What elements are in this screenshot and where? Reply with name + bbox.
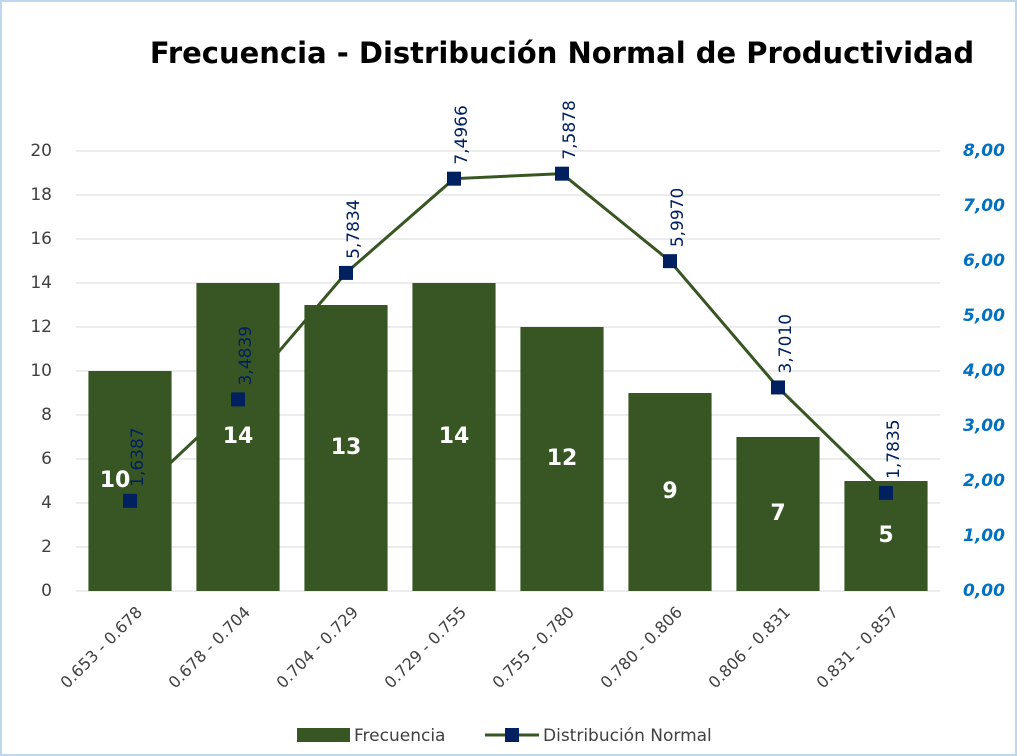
- line-marker: [771, 380, 785, 395]
- bar: [88, 371, 172, 591]
- y-tick-label: 8: [41, 405, 52, 425]
- y2-tick-label: 6,00: [963, 251, 1005, 271]
- bar-value-label: 7: [770, 501, 785, 526]
- line: [128, 172, 888, 502]
- bar: [628, 393, 712, 591]
- y-tick-label: 12: [30, 317, 52, 337]
- bar-value-label: 5: [878, 523, 893, 548]
- line-value-label: 1,7835: [884, 419, 904, 478]
- line-value-label: 7,4966: [452, 105, 472, 164]
- line-marker: [879, 485, 893, 500]
- bar-value-label: 13: [331, 435, 362, 460]
- y-tick-label: 6: [41, 449, 52, 469]
- y2-tick-label: 7,00: [963, 196, 1005, 216]
- legend-label: Frecuencia: [354, 726, 445, 746]
- line-value-label: 7,5878: [560, 100, 580, 159]
- y-tick-label: 4: [41, 493, 52, 513]
- bar: [736, 437, 820, 591]
- y-tick-label: 2: [41, 537, 52, 557]
- y2-tick-label: 8,00: [963, 141, 1005, 161]
- bar-value-label: 9: [662, 479, 677, 504]
- line-value-label: 3,4839: [236, 326, 256, 385]
- bar-value-label: 10: [100, 468, 131, 493]
- line-marker: [447, 171, 461, 186]
- y-tick-label: 0: [41, 581, 52, 601]
- y2-tick-label: 0,00: [963, 581, 1005, 601]
- line-marker: [231, 392, 245, 407]
- y2-tick-label: 3,00: [963, 416, 1005, 436]
- bar-value-label: 12: [547, 446, 578, 471]
- y-tick-label: 14: [30, 273, 52, 293]
- legend-label: Distribución Normal: [543, 726, 712, 746]
- bar: [412, 283, 496, 591]
- bar: [520, 327, 604, 591]
- y-tick-label: 18: [30, 185, 52, 205]
- line-value-label: 5,9970: [668, 188, 688, 247]
- bar: [304, 305, 388, 591]
- line-marker: [123, 493, 137, 508]
- y2-tick-label: 2,00: [963, 471, 1005, 491]
- legend-marker: [505, 728, 519, 742]
- legend-swatch: [297, 728, 350, 742]
- y-tick-label: 20: [30, 141, 52, 161]
- y-tick-label: 10: [30, 361, 52, 381]
- bar: [196, 283, 280, 591]
- line-marker: [339, 265, 353, 280]
- chart-title: Frecuencia - Distribución Normal de Prod…: [150, 36, 974, 70]
- line-marker: [555, 166, 569, 181]
- line-value-label: 3,7010: [776, 314, 796, 373]
- line-marker: [663, 254, 677, 269]
- y2-tick-label: 1,00: [963, 526, 1005, 546]
- bar-value-label: 14: [223, 424, 254, 449]
- bar-value-label: 14: [439, 424, 470, 449]
- y2-tick-label: 5,00: [963, 306, 1005, 326]
- line-value-label: 5,7834: [344, 199, 364, 258]
- y2-tick-label: 4,00: [962, 361, 1005, 381]
- y-tick-label: 16: [30, 229, 52, 249]
- line-value-label: 1,6387: [128, 427, 148, 486]
